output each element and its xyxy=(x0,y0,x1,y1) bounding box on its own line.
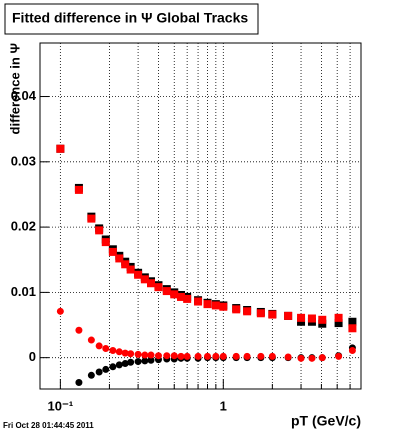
circle-marker xyxy=(141,351,149,359)
square-marker xyxy=(74,185,83,194)
square-marker xyxy=(211,301,220,310)
square-marker xyxy=(307,314,316,323)
circle-marker xyxy=(115,348,123,356)
circle-marker xyxy=(335,352,343,360)
circle-marker xyxy=(87,371,95,379)
circle-marker xyxy=(121,360,129,368)
square-marker xyxy=(232,305,241,314)
chart-title: Fitted difference in Ψ Global Tracks xyxy=(12,10,248,26)
circle-marker xyxy=(177,352,185,360)
square-marker xyxy=(147,279,156,288)
circle-marker xyxy=(127,350,135,358)
circle-marker xyxy=(147,356,155,364)
footer-date: Fri Oct 28 01:44:45 2011 xyxy=(3,421,94,430)
circle-marker xyxy=(232,352,240,360)
circle-marker xyxy=(121,349,129,357)
square-marker xyxy=(334,319,343,328)
square-marker xyxy=(87,214,96,223)
circle-marker xyxy=(147,351,155,359)
square-marker xyxy=(154,283,163,292)
square-marker xyxy=(318,315,327,324)
circle-marker xyxy=(134,358,142,366)
square-marker xyxy=(56,144,65,153)
circle-marker xyxy=(308,354,316,362)
square-marker xyxy=(95,226,104,235)
square-marker xyxy=(268,310,277,319)
plot-frame xyxy=(39,42,362,390)
square-marker xyxy=(176,292,185,301)
circle-marker xyxy=(102,345,110,353)
y-tick-label: 0.01 xyxy=(11,284,36,299)
square-marker xyxy=(256,309,265,318)
square-marker xyxy=(243,307,252,316)
title-box xyxy=(4,3,259,35)
circle-marker xyxy=(56,307,64,315)
circle-marker xyxy=(183,352,191,360)
square-marker xyxy=(140,275,149,284)
circle-marker xyxy=(268,352,276,360)
circle-marker xyxy=(154,352,162,360)
x-axis-label: pT (GeV/c) xyxy=(291,413,361,429)
square-marker xyxy=(126,265,135,274)
circle-marker xyxy=(243,352,251,360)
square-marker xyxy=(121,260,130,269)
circle-marker xyxy=(170,352,178,360)
square-marker xyxy=(108,247,117,256)
circle-marker xyxy=(204,352,212,360)
circle-marker xyxy=(163,352,171,360)
square-marker xyxy=(183,294,192,303)
circle-marker xyxy=(109,346,117,354)
y-tick-label: 0 xyxy=(29,349,36,364)
square-marker xyxy=(203,300,212,309)
y-tick-label: 0.02 xyxy=(11,219,36,234)
x-tick-label: 10⁻¹ xyxy=(48,398,74,413)
circle-marker xyxy=(95,368,103,376)
y-axis-label: difference in Ψ xyxy=(7,43,22,134)
x-tick-label: 1 xyxy=(220,398,227,413)
square-marker xyxy=(348,324,357,333)
square-marker xyxy=(334,313,343,322)
circle-marker xyxy=(134,350,142,358)
square-marker xyxy=(219,302,228,311)
y-tick-label: 0.04 xyxy=(11,88,37,103)
circle-marker xyxy=(75,326,83,334)
circle-marker xyxy=(141,357,149,365)
circle-marker xyxy=(257,352,265,360)
circle-marker xyxy=(212,352,220,360)
circle-marker xyxy=(297,354,305,362)
circle-marker xyxy=(194,352,202,360)
square-marker xyxy=(101,238,110,247)
circle-marker xyxy=(127,358,135,366)
circle-marker xyxy=(219,352,227,360)
circle-marker xyxy=(95,342,103,350)
circle-marker xyxy=(109,363,117,371)
circle-marker xyxy=(348,346,356,354)
circle-marker xyxy=(318,354,326,362)
square-marker xyxy=(170,290,179,299)
square-marker xyxy=(348,317,357,326)
square-marker xyxy=(162,287,171,296)
circle-marker xyxy=(115,361,123,369)
square-marker xyxy=(115,254,124,263)
circle-marker xyxy=(75,378,83,386)
square-marker xyxy=(134,270,143,279)
circle-marker xyxy=(87,336,95,344)
y-tick-label: 0.03 xyxy=(11,153,36,168)
circle-marker xyxy=(102,365,110,373)
square-marker xyxy=(284,311,293,320)
square-marker xyxy=(297,313,306,322)
circle-marker xyxy=(284,353,292,361)
square-marker xyxy=(194,297,203,306)
